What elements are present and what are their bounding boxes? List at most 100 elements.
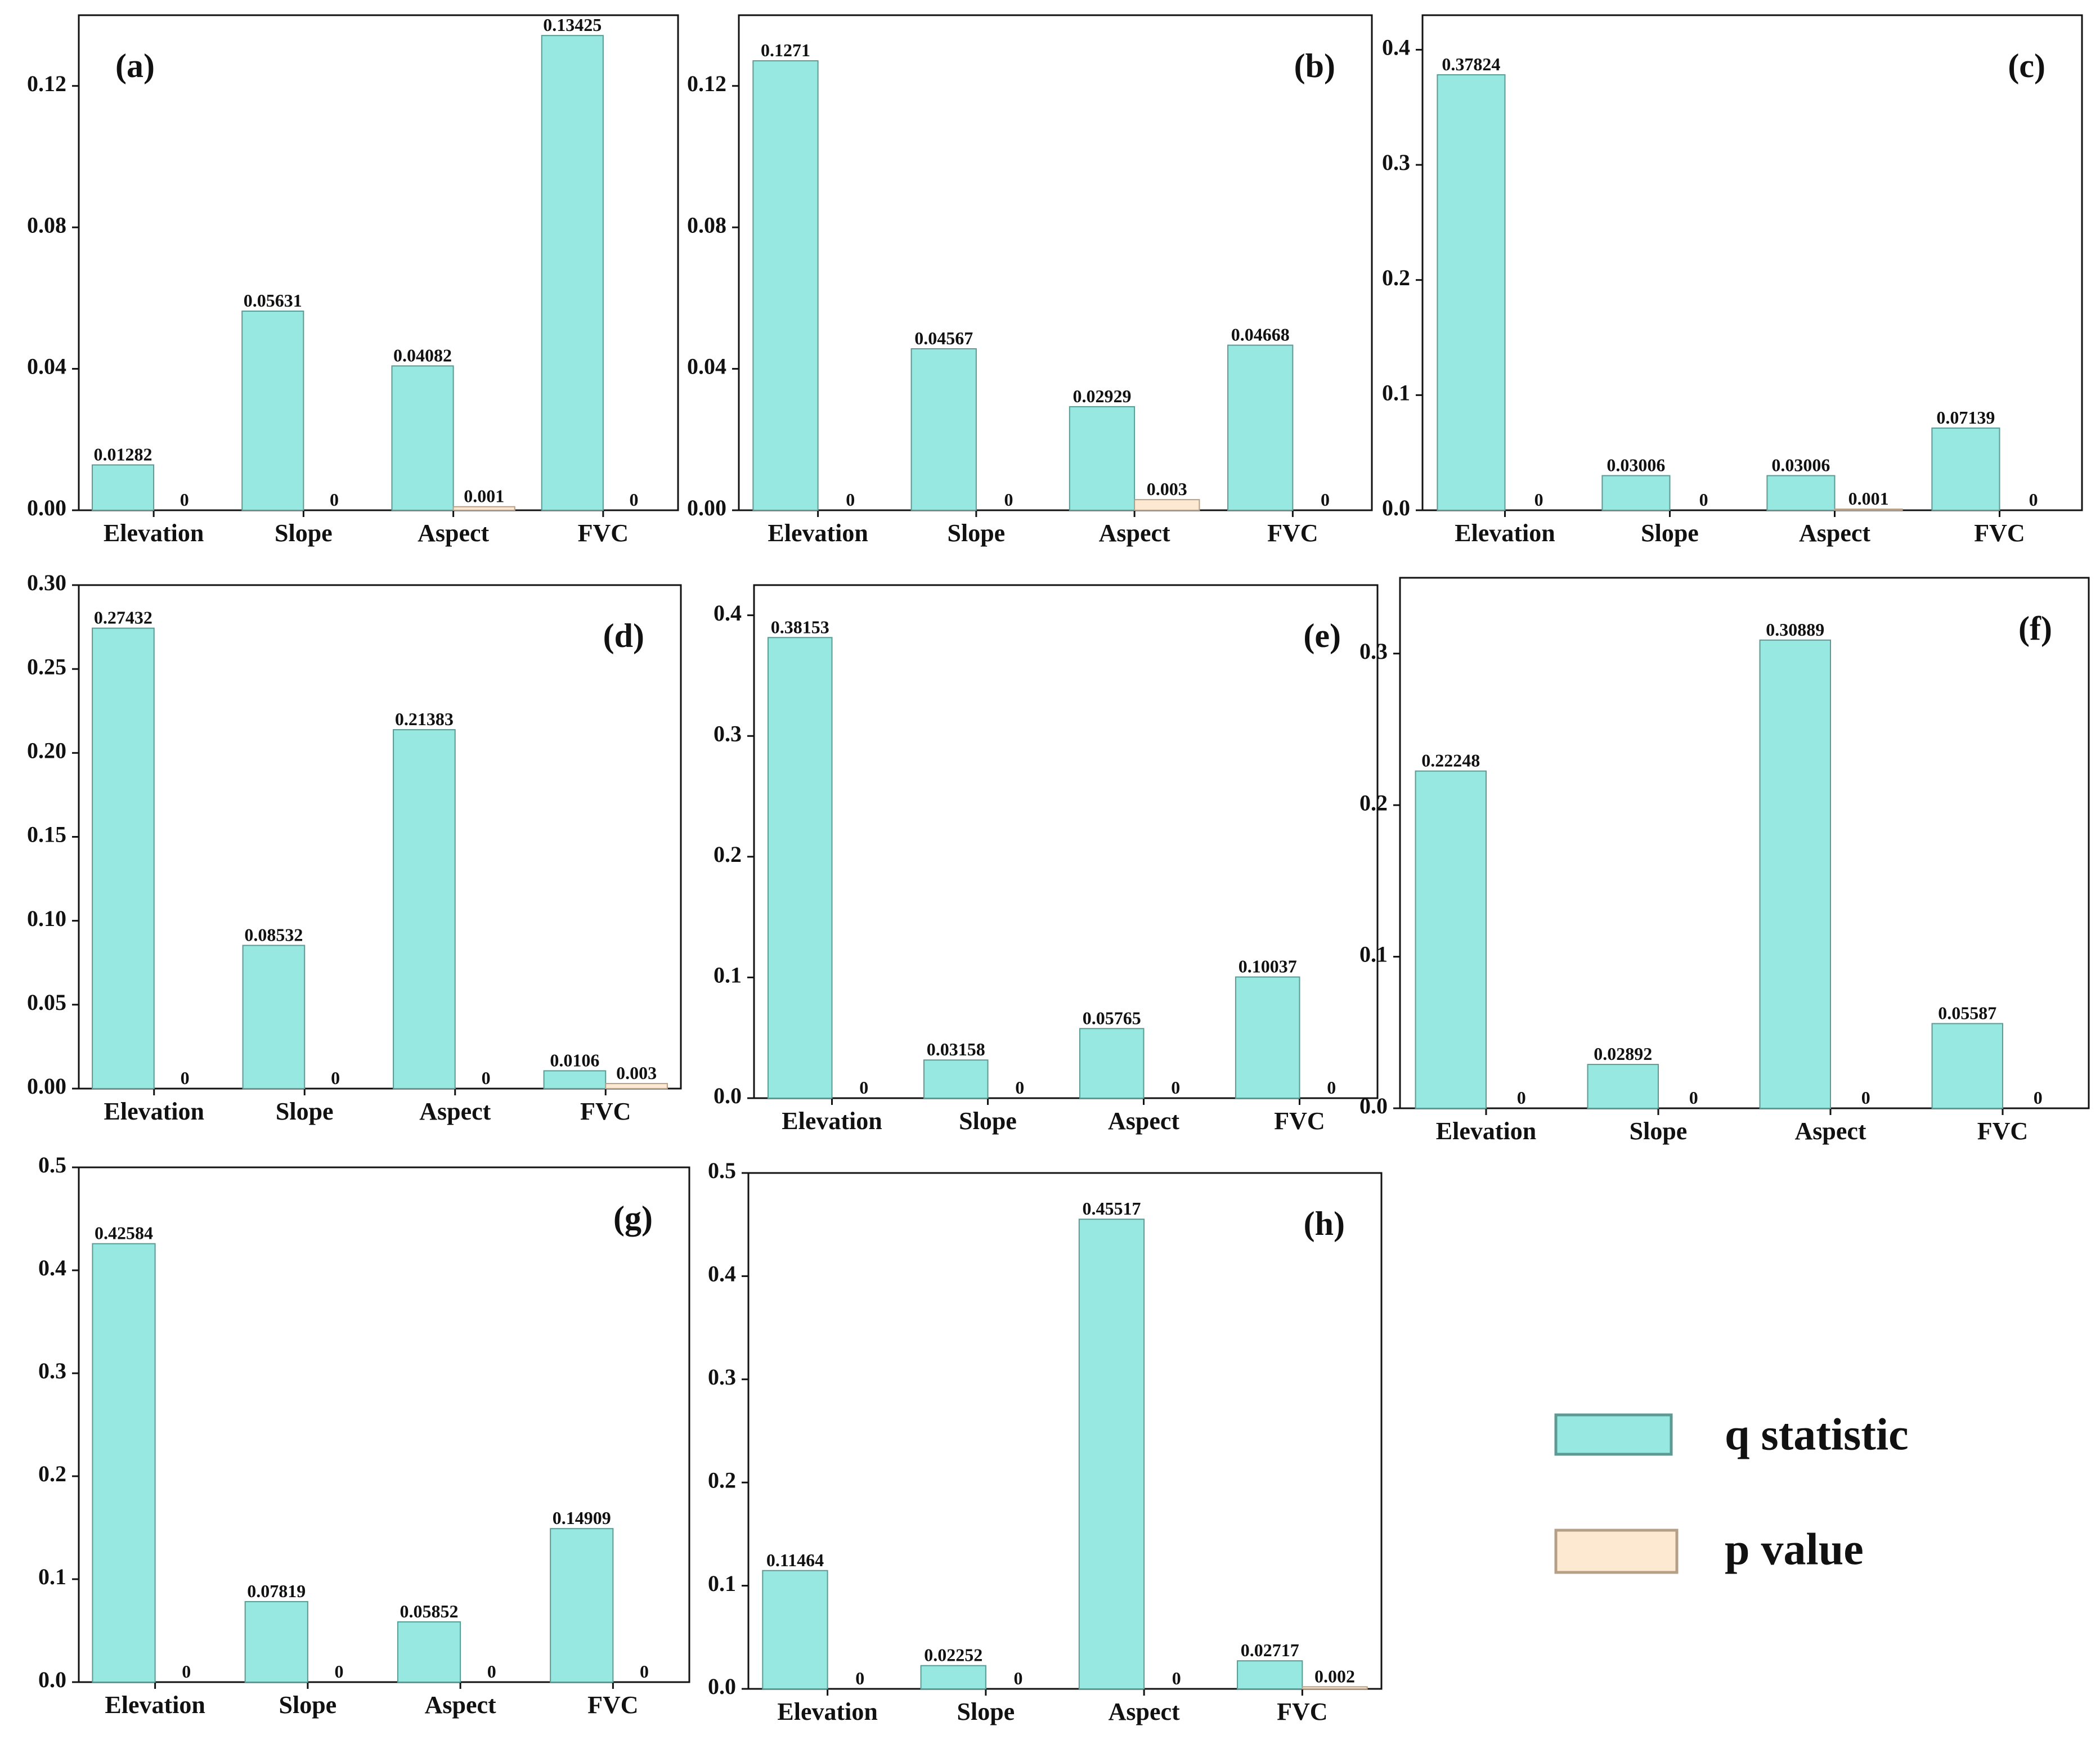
- plot-frame: [78, 584, 682, 1090]
- p-value-value-label: 0: [1015, 1077, 1024, 1098]
- q-statistic-value-label: 0.02892: [1594, 1044, 1652, 1064]
- q-statistic-value-label: 0.07819: [247, 1581, 306, 1601]
- p-value-value-label: 0: [1014, 1668, 1023, 1688]
- legend-p-value-swatch: [1554, 1529, 1679, 1574]
- x-tick-label: Elevation: [105, 1691, 205, 1719]
- y-tick-label: 0.08: [687, 212, 726, 237]
- p-value-value-label: 0: [1171, 1077, 1180, 1098]
- plot-frame: [1421, 14, 2083, 511]
- q-statistic-bar: [541, 35, 604, 511]
- q-statistic-value-label: 0.05631: [244, 290, 302, 311]
- y-tick-label: 0.3: [1382, 150, 1410, 175]
- p-value-value-label: 0: [1699, 489, 1708, 510]
- y-tick-label: 0.10: [27, 906, 66, 931]
- p-value-value-label: 0: [629, 489, 638, 510]
- q-statistic-value-label: 0.1271: [761, 40, 810, 60]
- q-statistic-bar: [1931, 1023, 2004, 1109]
- p-value-value-label: 0: [855, 1668, 864, 1688]
- q-statistic-bar: [1931, 427, 2000, 511]
- q-statistic-bar: [91, 464, 155, 511]
- panel-label: (a): [115, 47, 155, 84]
- p-value-value-label: 0: [180, 489, 189, 510]
- y-tick-label: 0.1: [1382, 380, 1410, 406]
- x-tick-label: Slope: [957, 1698, 1015, 1725]
- p-value-value-label: 0: [482, 1068, 491, 1088]
- y-tick-label: 0.2: [38, 1461, 66, 1486]
- q-statistic-value-label: 0.07139: [1936, 407, 1995, 428]
- x-tick-label: Aspect: [1108, 1107, 1179, 1135]
- p-value-value-label: 0: [1517, 1087, 1526, 1108]
- y-tick-label: 0.05: [27, 990, 66, 1015]
- q-statistic-bar: [1587, 1064, 1659, 1109]
- q-statistic-bar: [242, 945, 306, 1090]
- y-tick-label: 0.08: [27, 212, 66, 237]
- y-tick-label: 0.4: [708, 1261, 736, 1287]
- y-tick-label: 0.12: [687, 71, 726, 96]
- x-tick-label: FVC: [587, 1691, 638, 1719]
- y-tick-label: 0.4: [714, 600, 742, 626]
- y-tick-label: 0.0: [1359, 1093, 1388, 1118]
- y-tick-label: 0.4: [1382, 35, 1410, 60]
- q-statistic-value-label: 0.05587: [1938, 1003, 1996, 1023]
- q-statistic-bar: [920, 1665, 986, 1689]
- p-value-bar: [605, 1083, 668, 1090]
- x-tick-label: Aspect: [1099, 519, 1170, 547]
- p-value-value-label: 0: [859, 1077, 868, 1098]
- q-statistic-value-label: 0.04082: [393, 345, 452, 365]
- q-statistic-value-label: 0.27432: [94, 608, 152, 628]
- q-statistic-value-label: 0.04567: [914, 328, 973, 348]
- legend-q-statistic-label: q statistic: [1725, 1410, 1909, 1459]
- p-value-value-label: 0: [1861, 1087, 1870, 1108]
- x-tick-label: Aspect: [419, 1098, 491, 1125]
- p-value-value-label: 0: [1004, 489, 1013, 510]
- legend: q statistic p value: [1554, 1410, 1909, 1574]
- y-tick-label: 0.2: [1359, 790, 1388, 815]
- q-statistic-bar: [752, 60, 819, 511]
- x-tick-label: Slope: [275, 519, 333, 547]
- q-statistic-value-label: 0.13425: [543, 15, 602, 35]
- x-tick-label: FVC: [1977, 1117, 2028, 1145]
- q-statistic-bar: [910, 348, 977, 511]
- q-statistic-bar: [1759, 639, 1832, 1109]
- legend-q-statistic-swatch: [1554, 1413, 1673, 1456]
- x-tick-label: Elevation: [1436, 1117, 1536, 1145]
- y-tick-label: 0.0: [38, 1667, 66, 1692]
- q-statistic-bar: [543, 1070, 607, 1090]
- x-tick-label: Elevation: [104, 1098, 204, 1125]
- q-statistic-bar: [1237, 1660, 1303, 1689]
- p-value-value-label: 0.001: [464, 486, 504, 506]
- x-tick-label: FVC: [1274, 1107, 1325, 1135]
- y-tick-label: 0.4: [38, 1255, 66, 1280]
- q-statistic-value-label: 0.08532: [244, 924, 303, 945]
- x-tick-label: Aspect: [425, 1691, 496, 1719]
- p-value-value-label: 0: [846, 489, 855, 510]
- q-statistic-value-label: 0.02252: [924, 1645, 982, 1665]
- y-tick-label: 0.1: [38, 1564, 66, 1589]
- q-statistic-value-label: 0.02717: [1241, 1640, 1299, 1660]
- x-tick-label: FVC: [1277, 1698, 1327, 1725]
- y-tick-label: 0.00: [687, 495, 726, 520]
- y-tick-label: 0.15: [27, 822, 66, 847]
- x-tick-label: Slope: [948, 519, 1006, 547]
- p-value-bar: [452, 506, 515, 511]
- x-tick-label: Slope: [276, 1098, 334, 1125]
- q-statistic-value-label: 0.02929: [1073, 386, 1131, 406]
- y-tick-label: 0.1: [714, 963, 742, 988]
- q-statistic-value-label: 0.22248: [1421, 750, 1480, 771]
- q-statistic-bar: [92, 627, 155, 1090]
- p-value-value-label: 0.001: [1848, 488, 1889, 509]
- q-statistic-bar: [1235, 976, 1300, 1099]
- chart-panel: 0.00.10.20.3Elevation0.222480Slope0.0289…: [1359, 577, 2090, 1145]
- p-value-bar: [1134, 499, 1200, 511]
- panel-label: (g): [613, 1199, 653, 1237]
- y-tick-label: 0.04: [687, 354, 726, 379]
- q-statistic-bar: [1069, 406, 1136, 511]
- y-tick-label: 0.3: [714, 721, 742, 746]
- p-value-value-label: 0: [334, 1661, 343, 1682]
- q-statistic-bar: [244, 1601, 308, 1683]
- q-statistic-value-label: 0.38153: [771, 617, 829, 637]
- y-tick-label: 0.5: [708, 1158, 736, 1183]
- y-tick-label: 0.2: [708, 1467, 736, 1493]
- x-tick-label: Slope: [959, 1107, 1017, 1135]
- q-statistic-value-label: 0.04668: [1231, 325, 1290, 345]
